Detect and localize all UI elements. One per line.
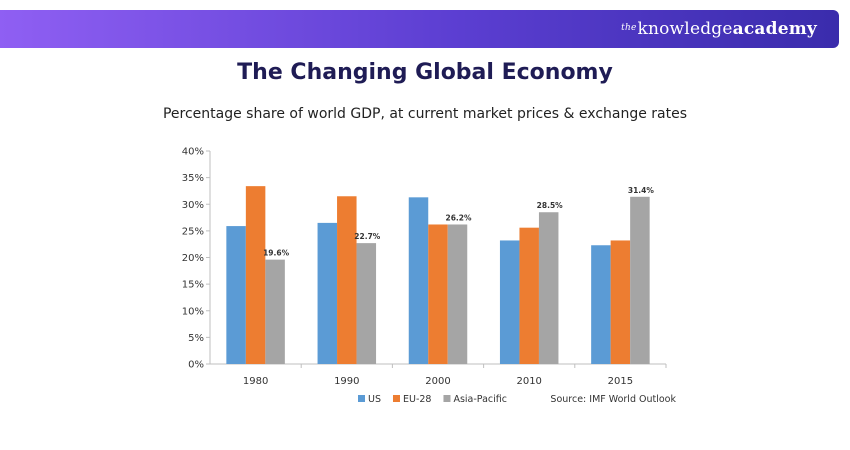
x-tick-label: 1990	[334, 376, 359, 387]
bar-eu-28-2000	[428, 224, 448, 364]
y-tick-label: 20%	[182, 253, 204, 264]
bar-us-2010	[499, 240, 520, 364]
bar-asia-pacific-1990	[356, 243, 377, 364]
y-tick-label: 25%	[182, 226, 204, 237]
legend-swatch-us	[358, 395, 365, 402]
brand-part2: academy	[732, 19, 817, 39]
bar-asia-pacific-1980	[265, 259, 285, 364]
brand-logo[interactable]: theknowledgeacademy	[621, 19, 817, 39]
bar-asia-pacific-2000	[447, 224, 468, 364]
legend-label-asia-pacific: Asia-Pacific	[453, 394, 507, 405]
chart-subtitle: Percentage share of world GDP, at curren…	[162, 106, 688, 122]
x-tick-label: 1980	[243, 376, 268, 387]
legend-swatch-eu-28	[392, 395, 400, 402]
x-tick-label: 2010	[516, 376, 541, 387]
bar-eu-28-1990	[337, 196, 357, 364]
x-tick-label: 2015	[608, 376, 633, 387]
bar-us-2000	[408, 197, 429, 364]
y-tick-label: 15%	[182, 280, 204, 291]
legend-label-us: US	[368, 394, 381, 405]
legend-swatch-asia-pacific	[443, 395, 451, 402]
y-tick-label: 5%	[188, 333, 204, 344]
bar-us-2015	[591, 245, 611, 364]
bar-eu-28-2015	[610, 240, 631, 364]
bar-eu-28-1980	[245, 186, 266, 364]
y-tick-label: 0%	[188, 360, 204, 371]
y-tick-label: 35%	[182, 173, 204, 184]
data-label: 19.6%	[263, 249, 290, 258]
brand-prefix: the	[621, 23, 637, 33]
brand-part1: knowledge	[637, 19, 733, 39]
data-label: 28.5%	[537, 201, 564, 210]
data-label: 31.4%	[628, 186, 655, 195]
legend-label-eu-28: EU-28	[403, 394, 431, 405]
page-title: The Changing Global Economy	[237, 60, 613, 85]
bar-asia-pacific-2010	[538, 212, 559, 364]
header-banner: theknowledgeacademy	[0, 10, 839, 48]
y-tick-label: 10%	[182, 306, 204, 317]
data-label: 22.7%	[354, 232, 381, 241]
source-note: Source: IMF World Outlook	[550, 394, 676, 405]
bar-us-1980	[226, 226, 246, 364]
data-label: 26.2%	[445, 213, 472, 222]
y-tick-label: 30%	[182, 200, 204, 211]
x-tick-label: 2000	[425, 376, 450, 387]
bar-us-1990	[317, 222, 338, 364]
y-tick-label: 40%	[182, 147, 204, 158]
bar-asia-pacific-2015	[630, 196, 650, 364]
bar-eu-28-2010	[519, 227, 539, 364]
